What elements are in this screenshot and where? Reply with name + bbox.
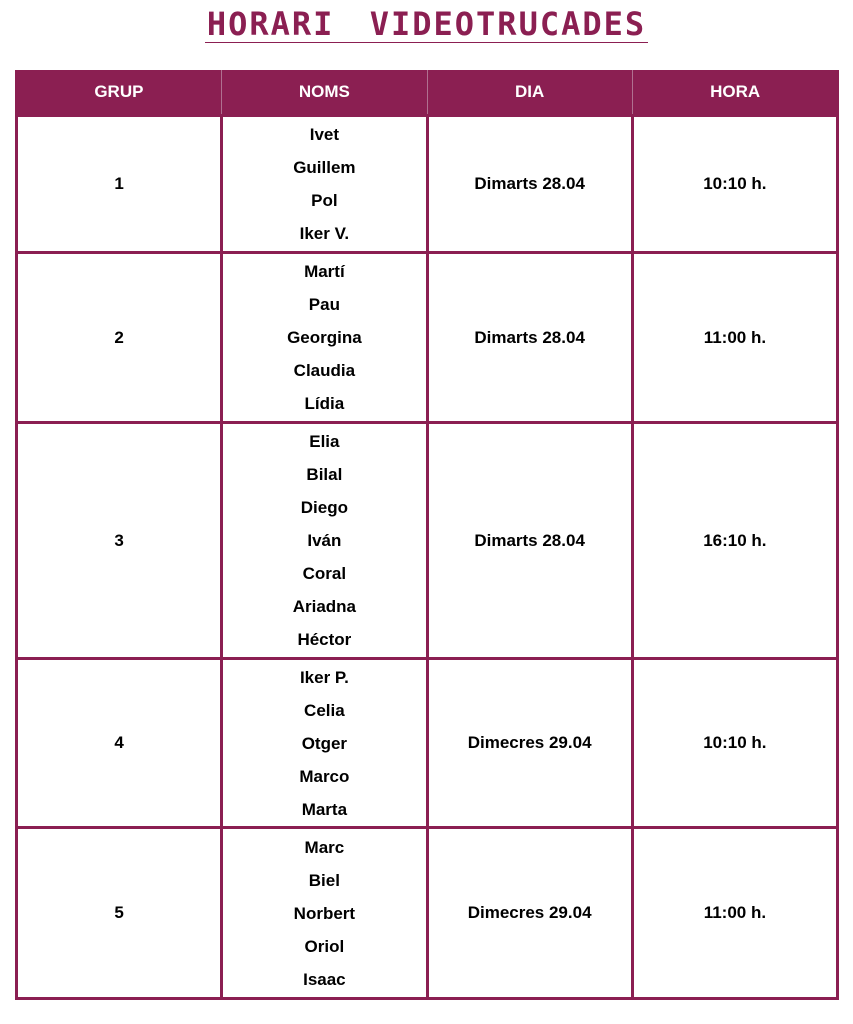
header-hora: HORA [631,70,838,116]
name-item: Iván [307,531,342,550]
name-item: Coral [302,564,347,583]
dia-cell: Dimecres 29.04 [425,826,634,1000]
hora-cell: 11:00 h. [630,826,840,1000]
name-item: Ivet [309,125,340,144]
table-row: 4 Iker P. Celia Otger Marco Marta Dimecres 29.… [14,657,840,829]
dia-cell: Dimarts 28.04 [425,251,634,424]
name-item: Oriol [304,936,345,956]
name-item: Marco [299,766,350,786]
name-item: Biel [308,870,340,890]
schedule-table: GRUP NOMS DIA HORA 1 Ivet Guillem Pol Iker V… [14,70,840,1000]
name-item: Pau [308,295,340,314]
name-item: Georgina [287,328,362,347]
name-item: Héctor [297,630,352,649]
hora-cell: 10:10 h. [630,114,840,254]
name-item: Pol [311,191,338,210]
header-grup: GRUP [16,70,222,116]
name-item: Marta [301,799,348,819]
header-noms: NOMS [221,70,427,116]
grup-cell: 1 [14,114,224,254]
table-row: 1 Ivet Guillem Pol Iker V. Dimarts 28.04 10:10… [14,114,840,254]
dia-cell: Dimarts 28.04 [425,421,634,660]
page-title: HORARI VIDEOTRUCADES [0,6,853,43]
table-row: 5 Marc Biel Norbert Oriol Isaac Dimecres 29.04… [14,826,840,1000]
hora-cell: 11:00 h. [630,251,840,424]
name-item: Bilal [306,465,343,484]
dia-cell: Dimecres 29.04 [425,657,634,829]
name-item: Claudia [293,361,356,380]
name-item: Isaac [303,969,346,989]
name-item: Diego [300,498,348,517]
hora-cell: 10:10 h. [630,657,840,829]
name-item: Iker P. [299,667,349,687]
hora-cell: 16:10 h. [630,421,840,660]
dia-cell: Dimarts 28.04 [425,114,634,254]
grup-cell: 4 [14,657,224,829]
name-item: Marc [304,837,345,857]
name-item: Celia [304,700,345,720]
name-item: Otger [301,733,348,753]
name-item: Ariadna [292,597,357,616]
name-item: Martí [304,262,345,281]
grup-cell: 5 [14,826,224,1000]
title-text: HORARI VIDEOTRUCADES [204,5,649,43]
noms-cell: Marc Biel Norbert Oriol Isaac [220,826,429,1000]
name-item: Lídia [304,394,345,413]
noms-cell: Iker P. Celia Otger Marco Marta [220,657,429,829]
grup-cell: 3 [14,421,224,660]
noms-cell: Martí Pau Georgina Claudia Lídia [220,251,429,424]
noms-cell: Ivet Guillem Pol Iker V. [220,114,429,254]
table-row: 3 Elia Bilal Diego Iván Coral Ariadna Héctor Dim… [14,421,840,660]
header-row: GRUP NOMS DIA HORA [16,70,838,116]
name-item: Elia [309,432,340,451]
header-dia: DIA [426,70,633,116]
table-row: 2 Martí Pau Georgina Claudia Lídia Dimarts 28.… [14,251,840,424]
name-item: Iker V. [299,224,350,243]
name-item: Norbert [293,903,356,923]
grup-cell: 2 [14,251,224,424]
name-item: Guillem [293,158,356,177]
noms-cell: Elia Bilal Diego Iván Coral Ariadna Héctor [220,421,429,660]
